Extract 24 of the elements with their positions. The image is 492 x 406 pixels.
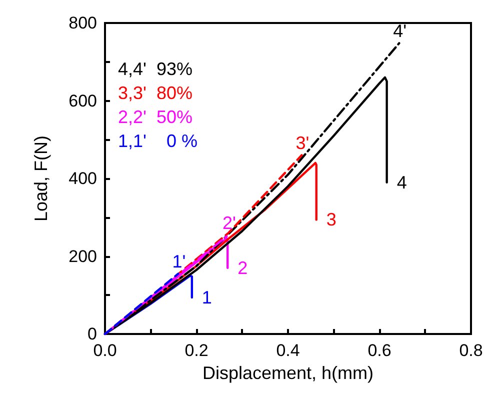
- x-tick-label: 0.4: [276, 341, 300, 360]
- y-tick-label: 200: [68, 246, 97, 266]
- annotation: 1,1' 0 %: [118, 131, 198, 151]
- annotation: 2,2' 50%: [118, 107, 192, 127]
- x-tick-label: 0.6: [368, 341, 392, 360]
- y-tick-label: 0: [88, 324, 97, 344]
- x-tick-label: 0.0: [93, 341, 117, 360]
- series-label: 2: [238, 258, 248, 278]
- y-axis-title: Load, F(N): [31, 135, 51, 222]
- series-label: 3: [326, 210, 336, 230]
- series-label: 3': [296, 133, 310, 154]
- y-tick-label: 400: [68, 169, 97, 188]
- annotation: 3,3' 80%: [118, 83, 192, 103]
- series-label: 4': [393, 21, 407, 42]
- annotation: 4,4' 93%: [118, 59, 192, 79]
- x-tick-label: 0.2: [184, 341, 208, 360]
- x-tick-label: 0.8: [459, 341, 483, 360]
- x-axis-title: Displacement, h(mm): [202, 363, 374, 383]
- series-label: 2': [222, 212, 236, 233]
- y-tick-label: 800: [68, 14, 97, 32]
- series-label: 4: [396, 172, 407, 192]
- y-tick-label: 600: [68, 91, 97, 110]
- series-label: 1: [202, 287, 212, 308]
- series-label: 1': [172, 252, 186, 272]
